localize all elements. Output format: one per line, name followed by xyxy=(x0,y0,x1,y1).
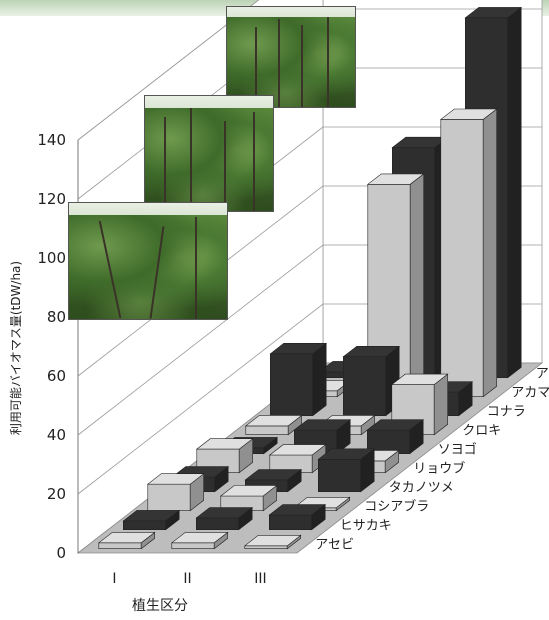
series-label: クロキ xyxy=(462,424,501,439)
bar-リョウブ-II xyxy=(268,443,327,474)
bar-アセビ-III xyxy=(243,534,302,550)
forest-photo-inset-II xyxy=(144,95,274,212)
bar-クロキ-III xyxy=(390,373,449,436)
bar-front-face xyxy=(98,542,142,550)
bar-クロキ-I xyxy=(244,414,303,436)
bar-front-face xyxy=(269,353,314,417)
bar-コナラ-I xyxy=(269,342,328,417)
bar-top-face xyxy=(122,510,181,522)
bar-アセビ-II xyxy=(170,531,229,550)
bar-top-face xyxy=(244,469,303,481)
bar-top-face xyxy=(268,444,327,456)
bar-top-face xyxy=(146,473,205,485)
bar-top-face xyxy=(268,504,327,516)
bar-front-face xyxy=(196,517,239,531)
bar-アカマツ以外-III xyxy=(439,108,498,398)
bar-top-face xyxy=(390,373,449,385)
bar-top-face xyxy=(464,7,523,19)
bar-top-face xyxy=(342,345,401,358)
y-axis-title: 利用可能バイオマス量(tDW/ha) xyxy=(9,261,23,435)
bar-コシアブラ-II xyxy=(219,484,278,512)
series-label: ソヨゴ xyxy=(438,442,477,458)
bar-ヒサカキ-III xyxy=(268,503,327,531)
bar-side-face xyxy=(409,173,425,398)
bar-side-face xyxy=(507,6,522,379)
bar-front-face xyxy=(268,514,313,531)
bar-front-face xyxy=(317,458,362,493)
bar-ソヨゴ-III xyxy=(366,419,425,455)
bar-top-face xyxy=(219,485,278,497)
y-tick-label: 40 xyxy=(47,426,66,444)
bar-front-face xyxy=(171,542,215,550)
y-tick-label: 0 xyxy=(56,544,66,562)
bar-side-face xyxy=(482,108,498,398)
series-label: アカマツ xyxy=(536,367,549,382)
bar-top-face xyxy=(317,448,376,460)
y-tick-label: 140 xyxy=(37,131,66,149)
series-label: リョウブ xyxy=(413,461,465,477)
category-label: III xyxy=(254,571,266,587)
category-label: I xyxy=(112,571,116,587)
series-label: タカノツメ xyxy=(389,481,454,496)
y-tick-label: 60 xyxy=(47,367,66,385)
bar-top-face xyxy=(439,108,498,120)
forest-photo-inset-III xyxy=(226,6,356,108)
series-label: アカマツ以外 xyxy=(511,386,549,401)
bar-ヒサカキ-II xyxy=(195,506,254,531)
bar-top-face xyxy=(366,419,425,431)
bar-front-face xyxy=(440,119,484,398)
bar-コシアブラ-I xyxy=(146,473,205,512)
bar-front-face xyxy=(342,356,387,417)
y-tick-label: 20 xyxy=(47,485,66,503)
y-tick-label: 120 xyxy=(37,190,66,208)
bar-アセビ-I xyxy=(97,531,156,550)
bar-ヒサカキ-I xyxy=(122,509,181,531)
bar-front-face xyxy=(245,425,289,436)
bar-top-face xyxy=(97,532,156,544)
bar-top-face xyxy=(269,342,328,355)
bar-front-face xyxy=(147,483,191,512)
gridline-140 xyxy=(77,0,260,141)
bar-top-face xyxy=(366,173,425,185)
bar-front-face xyxy=(244,545,288,550)
series-label: アセビ xyxy=(315,538,354,553)
bar-front-face xyxy=(123,520,166,531)
series-label: ヒサカキ xyxy=(340,519,392,534)
bar-top-face xyxy=(170,532,229,544)
forest-photo-inset-I xyxy=(68,202,228,320)
bar-top-face xyxy=(244,415,303,427)
bar-top-face xyxy=(243,534,302,547)
bar-top-face xyxy=(195,438,254,450)
series-label: コシアブラ xyxy=(364,499,429,515)
category-label: II xyxy=(183,571,191,587)
y-tick-label: 100 xyxy=(37,249,66,267)
bar-side-face xyxy=(312,342,327,417)
series-label: コナラ xyxy=(487,405,526,420)
bar-top-face xyxy=(293,419,352,431)
y-tick-label: 80 xyxy=(47,308,66,326)
x-axis-title: 植生区分 xyxy=(132,598,188,614)
bar-コナラ-II xyxy=(342,345,401,417)
bar-top-face xyxy=(195,507,254,519)
bar-タカノツメ-III xyxy=(317,448,376,493)
